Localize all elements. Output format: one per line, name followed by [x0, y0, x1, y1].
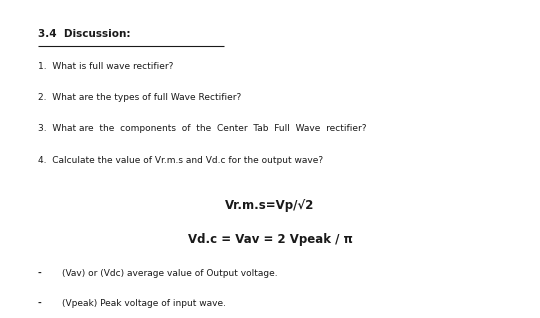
Text: -: -: [38, 299, 42, 308]
Text: Vr.m.s=Vp/√2: Vr.m.s=Vp/√2: [225, 199, 315, 212]
Text: (Vav) or (Vdc) average value of Output voltage.: (Vav) or (Vdc) average value of Output v…: [62, 269, 278, 278]
Text: 3.  What are  the  components  of  the  Center  Tab  Full  Wave  rectifier?: 3. What are the components of the Center…: [38, 124, 366, 133]
Text: 2.  What are the types of full Wave Rectifier?: 2. What are the types of full Wave Recti…: [38, 93, 241, 102]
Text: 3.4  Discussion:: 3.4 Discussion:: [38, 29, 130, 38]
Text: (Vpeak) Peak voltage of input wave.: (Vpeak) Peak voltage of input wave.: [62, 299, 226, 308]
Text: Vd.c = Vav = 2 Vpeak / π: Vd.c = Vav = 2 Vpeak / π: [187, 233, 353, 246]
Text: 4.  Calculate the value of Vr.m.s and Vd.c for the output wave?: 4. Calculate the value of Vr.m.s and Vd.…: [38, 156, 323, 164]
Text: 1.  What is full wave rectifier?: 1. What is full wave rectifier?: [38, 62, 173, 71]
Text: -: -: [38, 269, 42, 278]
